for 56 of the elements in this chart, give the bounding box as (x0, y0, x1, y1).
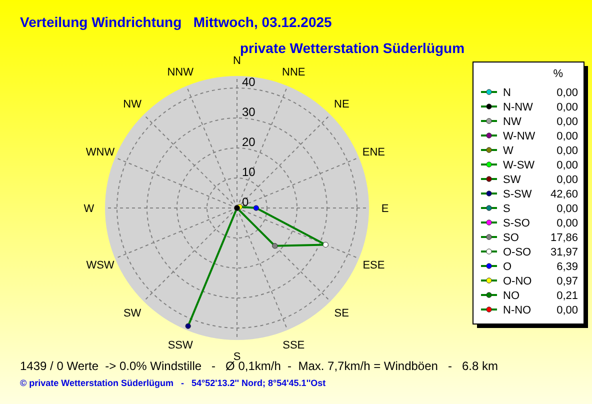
text: 31,97 (550, 246, 578, 258)
text: 0,00 (556, 87, 578, 99)
chart-title: Verteilung Windrichtung Mittwoch, 03.12.2025 (20, 14, 332, 30)
text: 0,97 (556, 276, 578, 288)
spoke-label: W (84, 203, 95, 215)
chart-subtitle: private Wetterstation Süderlügum (240, 40, 465, 56)
category-label: S-SW (503, 188, 532, 200)
text: 0,00 (556, 218, 578, 230)
text: 0,00 (556, 102, 578, 114)
category-label: O-NO (503, 276, 532, 288)
category-label: N (503, 87, 511, 99)
y-tick-label: 0 (242, 195, 249, 209)
text: 0,00 (556, 203, 578, 215)
category-label: S-SO (503, 218, 530, 230)
spoke-label: SSE (282, 340, 305, 352)
spoke-label: SSW (168, 340, 194, 352)
spoke-label: N (233, 55, 242, 67)
category-label: W-NW (503, 130, 536, 142)
y-tick-label: 40 (242, 75, 256, 89)
text: 42,60 (550, 188, 578, 200)
text: % (553, 68, 564, 80)
category-label: SW (503, 174, 522, 186)
category-label: SO (503, 232, 520, 244)
category-label: O-SO (503, 246, 532, 258)
spoke-label: NNE (282, 66, 306, 78)
text: 6,39 (556, 261, 578, 273)
category-label: NO (503, 290, 520, 302)
text: 0,00 (556, 304, 578, 316)
spoke-label: WNW (86, 146, 116, 158)
y-tick-label: 10 (242, 165, 256, 179)
text: 0,00 (556, 116, 578, 128)
category-label: W-SW (503, 160, 536, 172)
text: 0,21 (556, 290, 578, 302)
spoke-label: NW (123, 98, 142, 110)
spoke-label: ENE (362, 146, 386, 158)
spoke-label: WSW (86, 260, 115, 272)
spoke-label: SW (123, 308, 142, 320)
text: 17,86 (550, 232, 578, 244)
spoke-label: NNW (167, 66, 194, 78)
text: © private Wetterstation Süderlügum - 54°52'13.2'' Nord; 8°54'45.1''Ost (20, 378, 326, 388)
spoke-label: SE (334, 308, 349, 320)
category-label: W (503, 145, 514, 157)
category-label: NW (503, 116, 522, 128)
spoke-label: ESE (362, 260, 385, 272)
category-label: O (503, 261, 512, 273)
text: 0,00 (556, 160, 578, 172)
text: 0,00 (556, 174, 578, 186)
y-tick-label: 30 (242, 105, 256, 119)
spoke-label: E (381, 203, 389, 215)
y-tick-label: 20 (242, 135, 256, 149)
text: 0,00 (556, 145, 578, 157)
category-label: S (503, 203, 510, 215)
spoke-label: NE (334, 98, 350, 110)
category-label: N-NO (503, 304, 532, 316)
category-label: N-NW (503, 102, 534, 114)
text: 0,00 (556, 130, 578, 142)
